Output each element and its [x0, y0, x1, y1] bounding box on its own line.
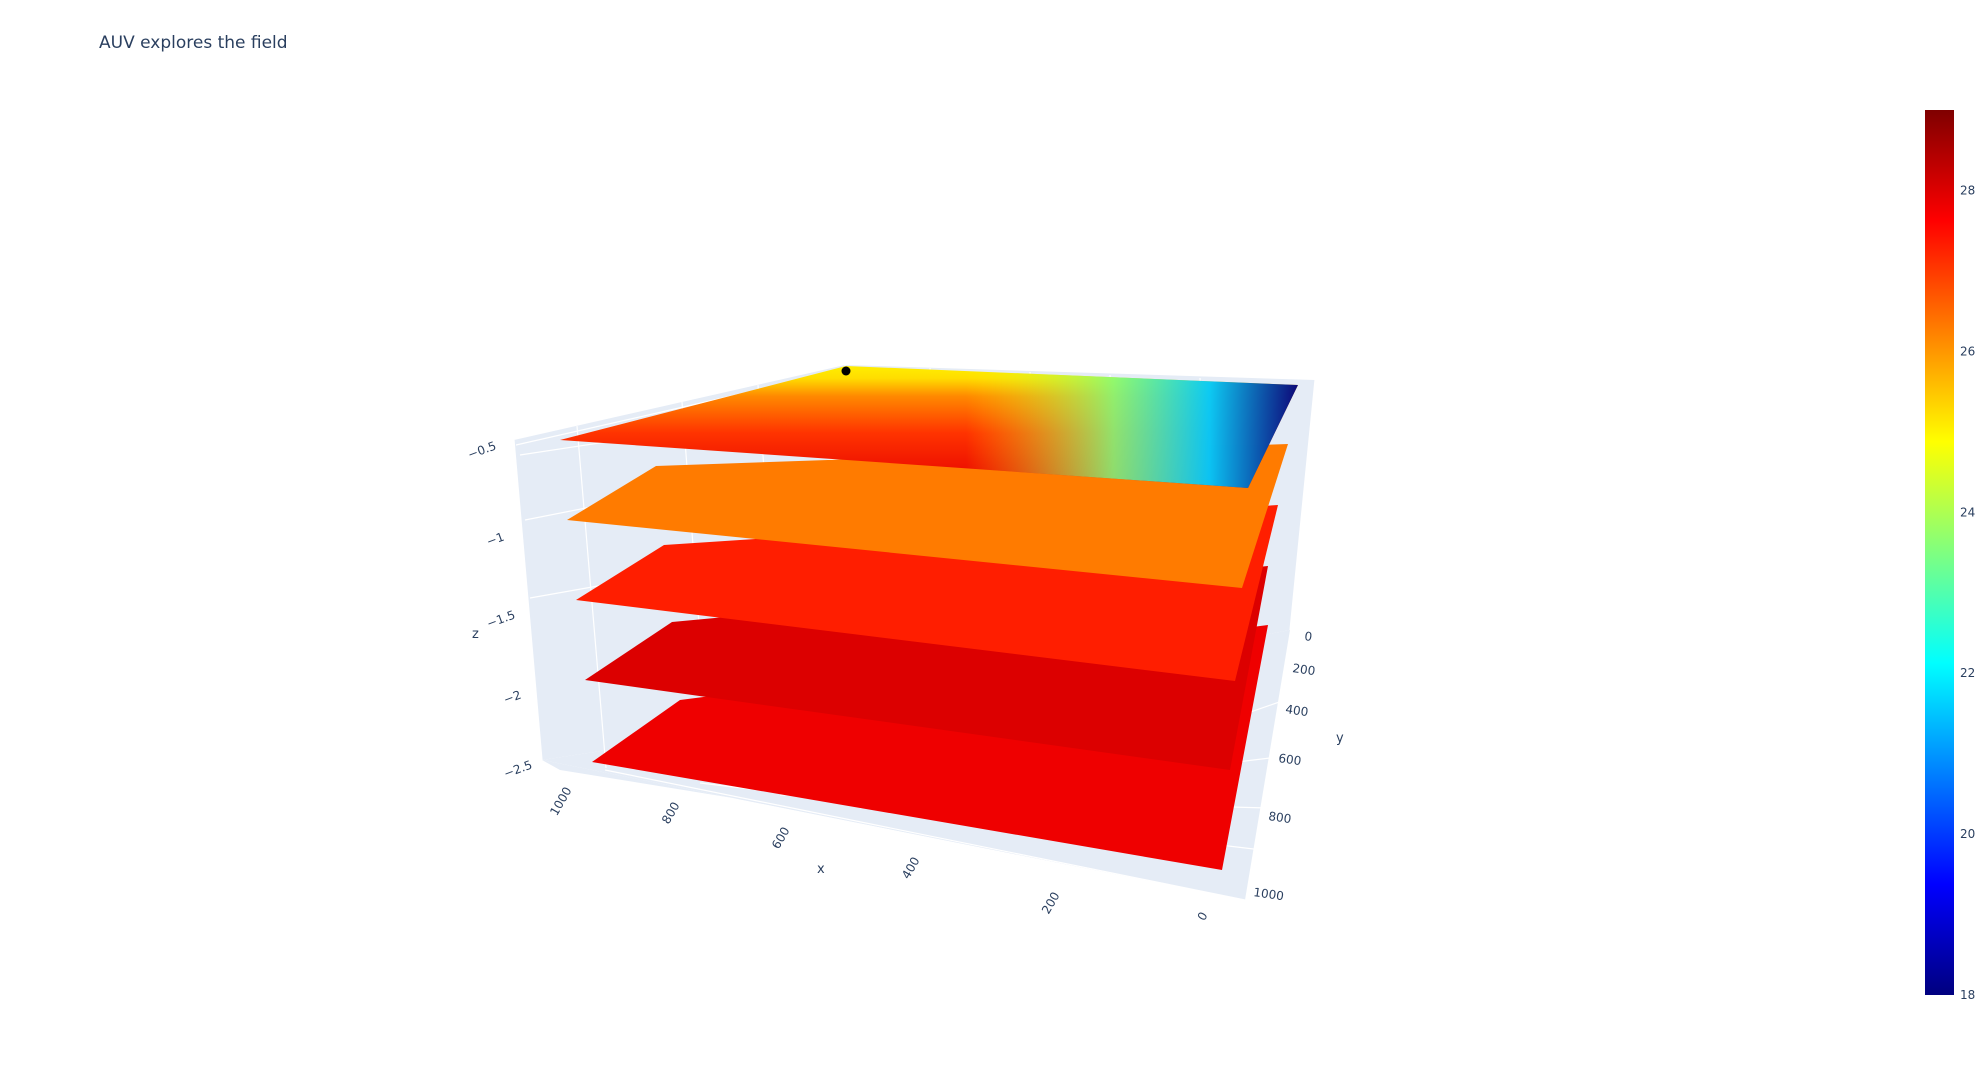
- x-axis-label: x: [817, 862, 825, 877]
- y-tick-label: 0: [1304, 629, 1314, 644]
- z-tick-label: −2.5: [502, 758, 534, 781]
- grid-line: [604, 769, 1246, 901]
- grid-line: [1289, 379, 1316, 631]
- z-tick-label: −1.5: [485, 608, 517, 631]
- z-axis-label: z: [472, 627, 479, 642]
- x-tick-label: 600: [769, 825, 793, 852]
- colorbar-tick-label: 24: [1960, 505, 1975, 519]
- colorbar-tick-label: 28: [1960, 183, 1975, 197]
- colorbar-tick-label: 22: [1960, 666, 1975, 680]
- surface-layer-top-gradient: [560, 366, 1298, 488]
- y-tick-label: 1000: [1253, 885, 1285, 903]
- surface-layer-z-1[interactable]: [567, 444, 1288, 588]
- grid-line: [513, 439, 543, 761]
- floor-wall-front: [542, 760, 1245, 900]
- colorbar-tick-label: 18: [1960, 988, 1975, 1002]
- z-tick-label: −0.5: [466, 439, 498, 462]
- surface-layers[interactable]: [560, 366, 1298, 870]
- y-tick-label: 200: [1292, 661, 1317, 678]
- colorbar-tick-label: 26: [1960, 344, 1975, 358]
- colorbar-gradient: [1925, 110, 1954, 995]
- x-tick-label: 400: [899, 855, 923, 882]
- y-tick-label: 600: [1278, 751, 1303, 768]
- z-tick-label: −2: [502, 688, 523, 707]
- x-tick-label: 200: [1039, 890, 1063, 917]
- x-tick-label: 1000: [547, 785, 574, 818]
- colorbar-tick-label: 20: [1960, 827, 1975, 841]
- x-tick-label: 800: [659, 800, 683, 827]
- z-tick-label: −1: [485, 530, 506, 549]
- y-tick-label: 400: [1285, 702, 1310, 719]
- y-axis-label: y: [1336, 731, 1344, 746]
- y-tick-label: 800: [1268, 809, 1293, 826]
- auv-marker[interactable]: [841, 366, 851, 376]
- x-tick-label: 0: [1195, 910, 1211, 924]
- colorbar: 18 20 22 24 26 28: [1925, 110, 1975, 1002]
- chart-title: AUV explores the field: [99, 33, 288, 53]
